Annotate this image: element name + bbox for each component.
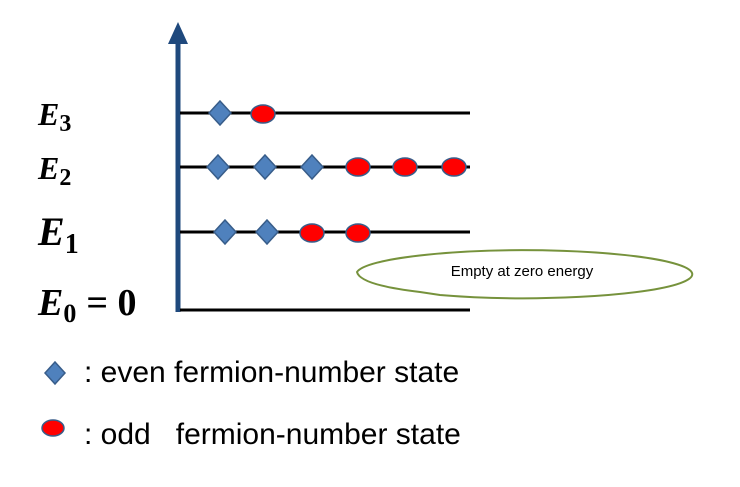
level-symbol: E — [37, 282, 63, 324]
level-label: E1 — [37, 209, 79, 260]
even-state — [254, 218, 280, 246]
axis-arrowhead — [168, 22, 188, 44]
legend-text: : odd fermion-number state — [84, 418, 461, 451]
level-suffix: = 0 — [86, 282, 136, 324]
odd-state — [345, 223, 371, 243]
even-state — [252, 153, 278, 181]
callout-text: Empty at zero energy — [451, 263, 594, 280]
odd-state — [441, 157, 467, 177]
even-state — [299, 153, 325, 181]
level-subscript: 2 — [59, 165, 71, 191]
odd-state — [392, 157, 418, 177]
states — [205, 99, 467, 246]
legend-odd-marker — [41, 419, 65, 437]
callout-bubble — [355, 249, 694, 300]
even-state — [205, 153, 231, 181]
odd-state — [299, 223, 325, 243]
level-symbol: E — [37, 96, 59, 132]
level-label: E3 — [37, 96, 71, 137]
even-state — [212, 218, 238, 246]
legend-text: : even fermion-number state — [84, 356, 459, 389]
odd-state — [250, 104, 276, 124]
legend-even-marker — [43, 360, 67, 386]
level-label: E0 = 0 — [37, 282, 137, 328]
level-symbol: E — [37, 209, 65, 254]
level-symbol: E — [37, 150, 59, 186]
even-state — [207, 99, 233, 127]
level-label: E2 — [37, 150, 71, 191]
level-subscript: 0 — [63, 299, 76, 328]
level-subscript: 1 — [65, 229, 79, 260]
odd-state — [345, 157, 371, 177]
level-subscript: 3 — [59, 111, 71, 137]
